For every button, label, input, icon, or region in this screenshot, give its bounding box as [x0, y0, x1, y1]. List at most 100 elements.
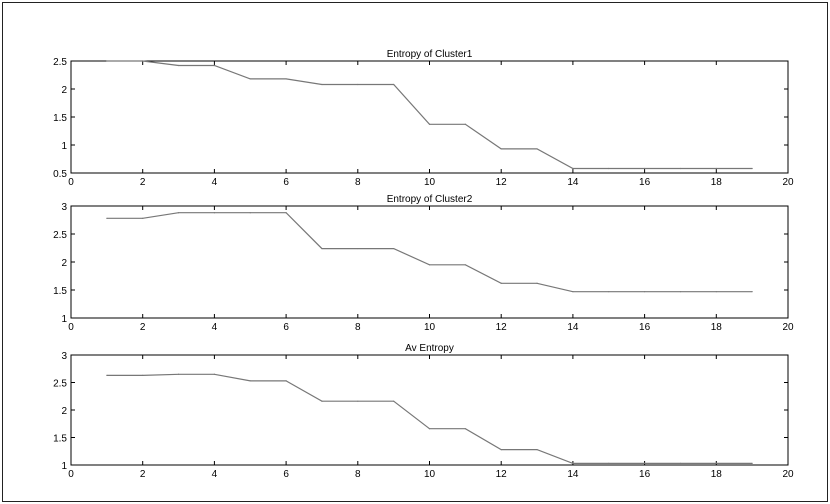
data-point — [177, 373, 180, 375]
data-point — [142, 60, 144, 62]
chart-title: Entropy of Cluster2 — [387, 194, 473, 205]
data-point — [644, 462, 646, 464]
x-tick-label: 18 — [711, 322, 723, 333]
x-tick-label: 4 — [212, 469, 218, 480]
chart-title: Entropy of Cluster1 — [387, 49, 473, 60]
y-tick-label: 1 — [61, 461, 67, 472]
data-point — [393, 83, 395, 86]
x-tick-label: 20 — [782, 469, 794, 480]
data-point — [177, 212, 180, 214]
x-tick-label: 10 — [424, 322, 436, 333]
y-tick-label: 1 — [61, 314, 67, 325]
data-point — [213, 64, 215, 67]
data-point — [357, 83, 359, 86]
data-point — [285, 212, 287, 214]
y-tick-label: 1.5 — [53, 286, 67, 297]
x-tick-label: 8 — [355, 322, 361, 333]
data-point — [106, 217, 108, 219]
data-point — [572, 167, 574, 170]
x-tick-label: 12 — [496, 469, 508, 480]
data-point — [321, 400, 323, 402]
data-point — [500, 148, 502, 150]
data-point — [249, 78, 251, 80]
data-point — [715, 291, 717, 293]
x-tick-label: 20 — [782, 322, 794, 333]
data-point — [679, 167, 682, 170]
x-tick-label: 4 — [212, 322, 218, 333]
data-point — [500, 449, 502, 451]
data-point — [321, 83, 323, 86]
x-tick-label: 16 — [639, 322, 651, 333]
data-point — [751, 462, 753, 464]
data-point — [285, 380, 287, 382]
x-tick-label: 10 — [424, 469, 436, 480]
x-tick-label: 8 — [355, 177, 361, 188]
x-tick-label: 12 — [496, 177, 508, 188]
y-tick-label: 2.5 — [53, 57, 67, 68]
x-tick-label: 14 — [567, 322, 579, 333]
data-point — [464, 428, 466, 430]
data-point — [213, 212, 215, 214]
x-tick-label: 10 — [424, 177, 436, 188]
data-point — [464, 123, 466, 125]
data-point — [751, 291, 753, 293]
series-line — [106, 212, 753, 293]
x-tick-label: 2 — [140, 322, 146, 333]
data-point — [428, 123, 431, 125]
data-point — [357, 400, 359, 402]
data-point — [213, 373, 215, 375]
x-tick-label: 4 — [212, 177, 218, 188]
y-tick-label: 2 — [61, 258, 67, 269]
x-tick-label: 6 — [283, 322, 289, 333]
data-point — [357, 247, 359, 250]
x-tick-label: 16 — [639, 177, 651, 188]
data-point — [249, 212, 251, 214]
x-tick-label: 0 — [68, 177, 74, 188]
plot-area-frame — [70, 205, 789, 319]
data-point — [679, 291, 682, 293]
data-point — [644, 167, 646, 170]
y-tick-label: 2.5 — [53, 230, 67, 241]
data-point — [428, 264, 431, 266]
x-tick-label: 8 — [355, 469, 361, 480]
series-line — [106, 60, 753, 170]
data-point — [249, 380, 251, 382]
y-tick-label: 1.5 — [53, 434, 67, 445]
data-point — [393, 247, 395, 250]
plot-area-frame — [70, 60, 789, 174]
chart-title: Av Entropy — [405, 343, 454, 354]
data-point — [321, 247, 323, 250]
data-point — [177, 64, 180, 67]
data-point — [572, 462, 574, 464]
y-tick-label: 2 — [61, 406, 67, 417]
x-tick-label: 12 — [496, 322, 508, 333]
chart-panel-3: Av Entropy 0 2 4 6 8 10 12 14 16 18 20 1 1.5 2 2.5 3 — [53, 343, 794, 480]
x-tick-label: 20 — [782, 177, 794, 188]
data-point — [715, 462, 717, 464]
data-point — [608, 462, 610, 464]
data-point — [464, 264, 466, 266]
data-point — [644, 291, 646, 293]
y-tick-label: 3 — [61, 202, 67, 213]
data-point — [608, 167, 610, 170]
x-tick-label: 0 — [68, 469, 74, 480]
data-point — [142, 217, 144, 219]
y-tick-label: 2.5 — [53, 379, 67, 390]
data-point — [428, 428, 431, 430]
data-point — [536, 148, 538, 150]
plot-area-frame — [70, 354, 789, 466]
x-tick-label: 6 — [283, 469, 289, 480]
data-point — [715, 167, 717, 170]
x-tick-label: 14 — [567, 177, 579, 188]
x-tick-label: 14 — [567, 469, 579, 480]
y-tick-label: 2 — [61, 85, 67, 96]
data-point — [106, 374, 108, 376]
data-point — [285, 78, 287, 80]
data-point — [608, 291, 610, 293]
y-tick-label: 1 — [61, 141, 67, 152]
y-tick-label: 0.5 — [53, 169, 67, 180]
data-point — [572, 291, 574, 293]
